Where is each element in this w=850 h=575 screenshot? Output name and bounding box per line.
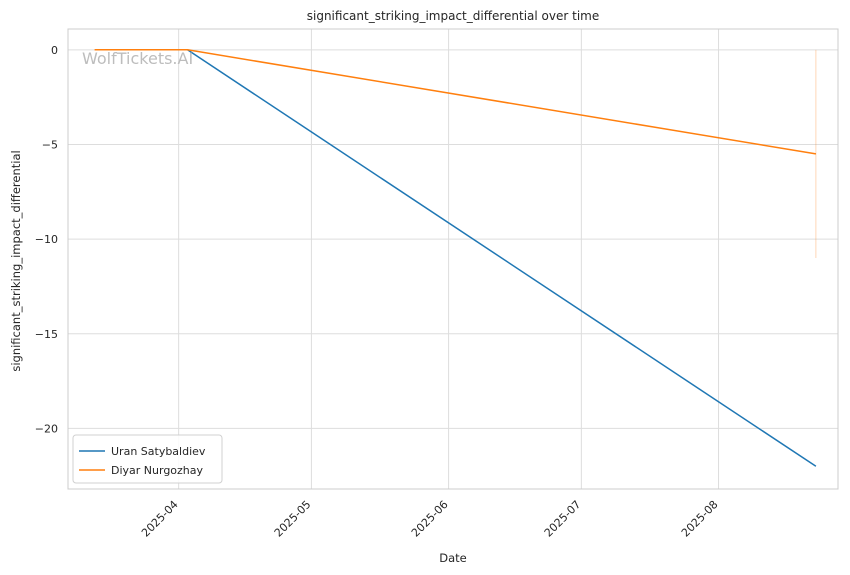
legend-entry: Uran Satybaldiev <box>111 445 206 458</box>
y-tick-label: −20 <box>35 422 58 435</box>
legend: Uran Satybaldiev Diyar Nurgozhay <box>72 434 223 484</box>
y-axis-ticks: 0 −5 −10 −15 −20 <box>35 44 58 436</box>
series-line-1 <box>94 49 817 155</box>
y-tick-label: −15 <box>35 328 58 341</box>
legend-box <box>72 434 223 484</box>
series-line-0 <box>187 49 817 467</box>
plot-frame <box>67 28 839 490</box>
chart-title: significant_striking_impact_differential… <box>307 9 599 23</box>
x-axis-label: Date <box>439 551 467 565</box>
y-tick-label: −10 <box>35 233 58 246</box>
series-lines <box>94 49 817 467</box>
watermark: WolfTickets.AI <box>82 49 193 68</box>
legend-entry: Diyar Nurgozhay <box>111 464 204 477</box>
y-tick-label: −5 <box>42 138 58 151</box>
grid <box>68 29 838 489</box>
y-tick-label: 0 <box>51 44 58 57</box>
y-axis-label: significant_striking_impact_differential <box>9 150 23 371</box>
